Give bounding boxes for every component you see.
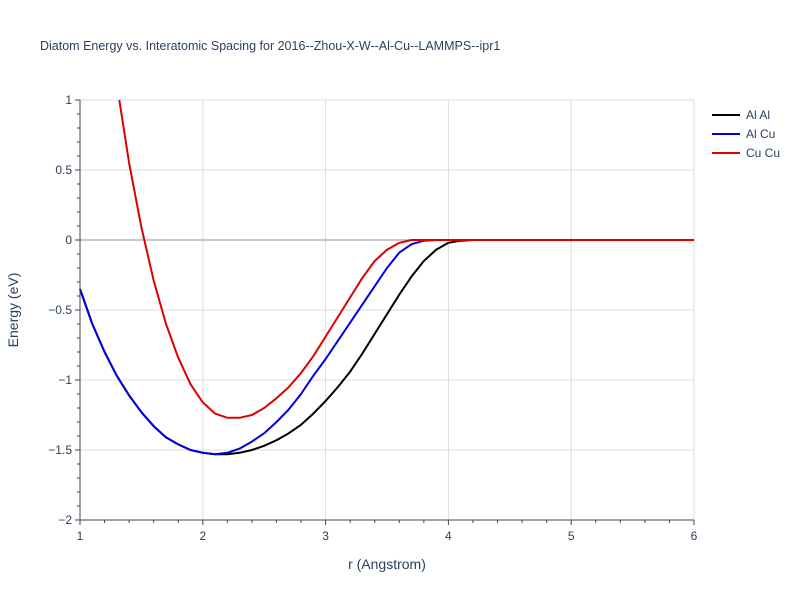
x-tick-label: 3: [322, 529, 329, 543]
x-axis-ticks: 1 2 3 4 5 6: [77, 520, 698, 543]
series-line-al-al: [79, 239, 694, 456]
x-tick-label: 1: [77, 529, 84, 543]
series-line-cu-cu: [118, 99, 694, 419]
grid-lines: [79, 99, 695, 521]
y-tick-label: 1: [65, 93, 72, 107]
legend-label: Cu Cu: [746, 146, 780, 160]
y-tick-label: −0.5: [48, 303, 72, 317]
legend-label: Al Cu: [746, 127, 775, 141]
x-axis-title: r (Angstrom): [348, 556, 426, 572]
y-tick-label: −2: [58, 513, 72, 527]
chart-title: Diatom Energy vs. Interatomic Spacing fo…: [40, 39, 500, 53]
y-tick-label: −1.5: [48, 443, 72, 457]
legend-label: Al Al: [746, 108, 770, 122]
y-tick-label: 0.5: [55, 163, 72, 177]
series-line-al-cu: [79, 239, 694, 456]
y-tick-label: 0: [65, 233, 72, 247]
x-tick-label: 6: [691, 529, 698, 543]
y-axis-title: Energy (eV): [5, 273, 21, 348]
y-tick-label: −1: [58, 373, 72, 387]
x-tick-label: 2: [199, 529, 206, 543]
x-tick-label: 5: [568, 529, 575, 543]
y-axis-ticks: −2 −1.5 −1 −0.5 0 0.5 1: [48, 93, 81, 527]
x-tick-label: 4: [445, 529, 452, 543]
plot-area: [79, 99, 694, 456]
legend: Al Al Al Cu Cu Cu: [712, 108, 780, 160]
